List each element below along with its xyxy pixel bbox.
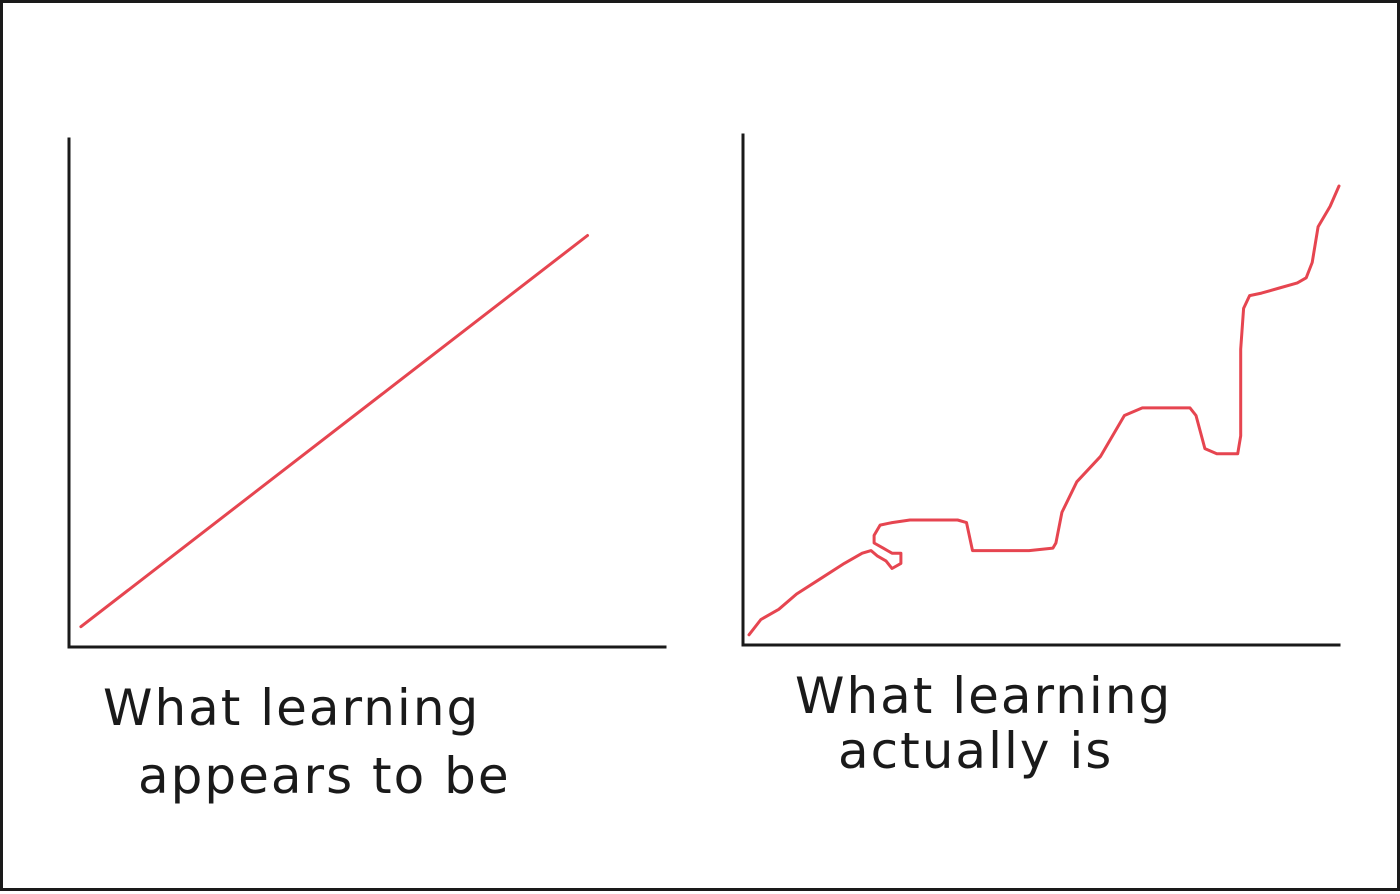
caption-left-line-2: appears to be (138, 747, 511, 805)
series-line-left (79, 234, 589, 629)
two-panel-chart: What learning appears to be What learnin… (67, 133, 1341, 805)
caption-left-line-1: What learning (103, 679, 480, 737)
chart-panel-left: What learning appears to be (67, 137, 667, 805)
caption-right-line-2: actually is (838, 722, 1113, 780)
series-line-right (747, 184, 1341, 637)
chart-panel-right: What learning actually is (741, 133, 1341, 780)
caption-right-line-1: What learning (795, 667, 1172, 725)
